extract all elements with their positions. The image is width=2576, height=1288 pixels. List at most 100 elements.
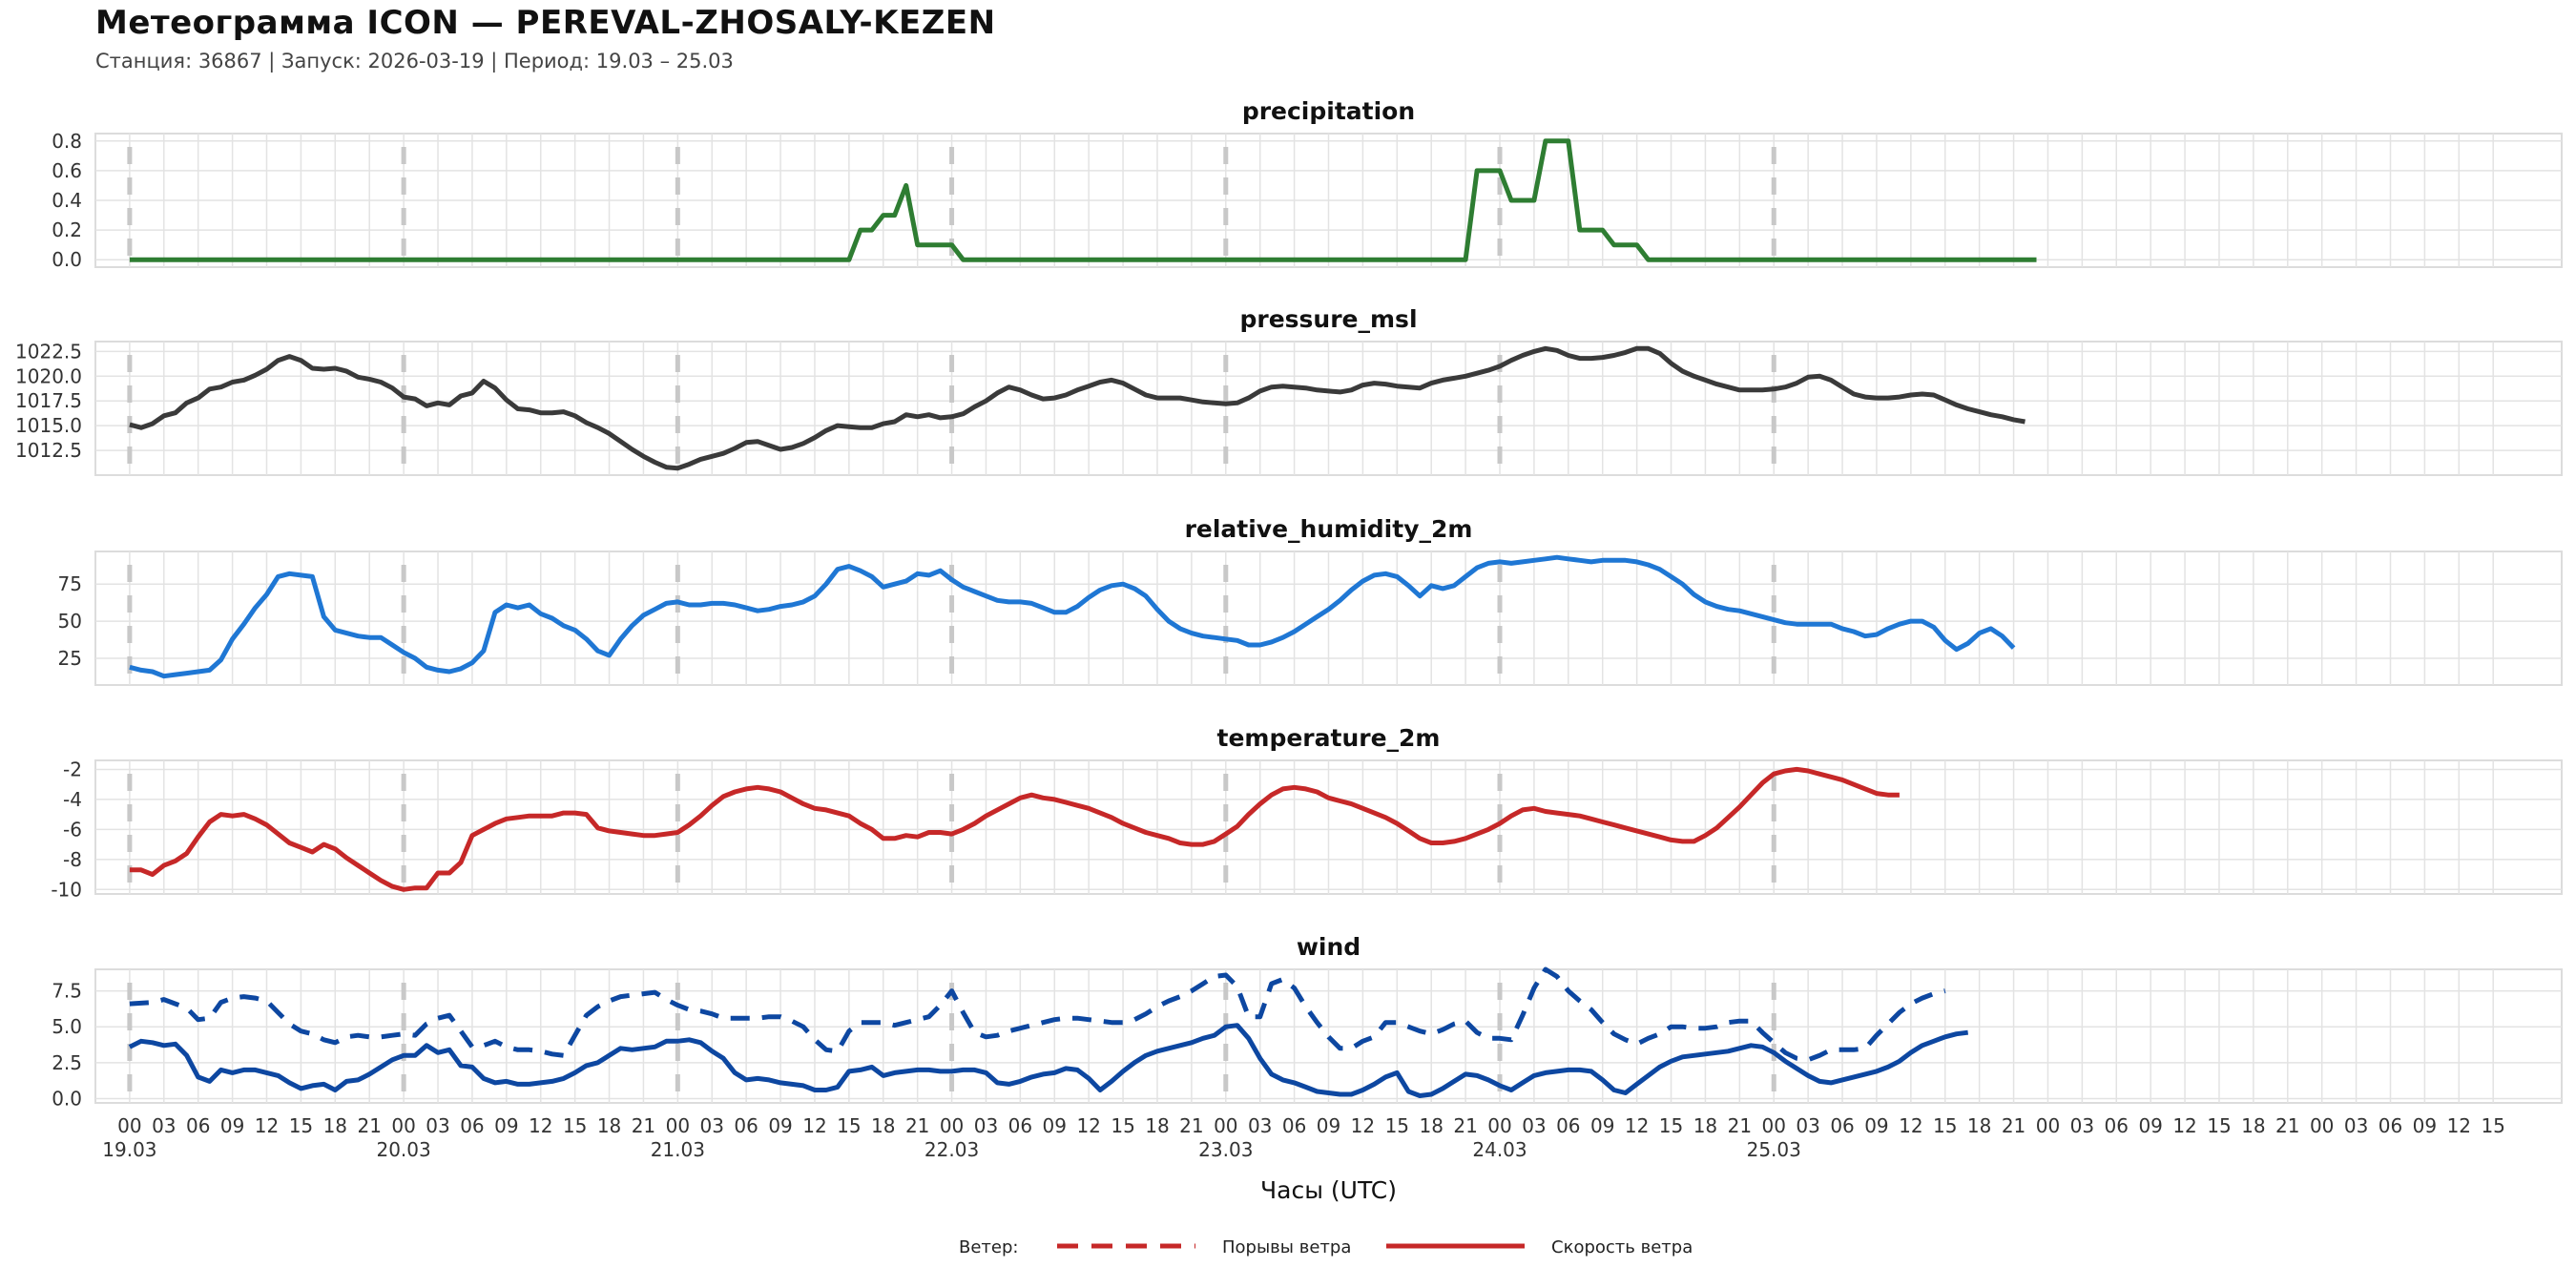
y-tick-label: 5.0: [52, 1015, 82, 1038]
y-tick-label: 1015.0: [15, 414, 82, 437]
series-line-wind-gusts: [129, 966, 1946, 1063]
x-tick-label: 21: [632, 1114, 655, 1137]
x-tick-label: 21: [1179, 1114, 1203, 1137]
series-line-temperature-2m: [129, 766, 1900, 892]
x-day-label: 19.03: [102, 1138, 156, 1161]
x-tick-label: 06: [2379, 1114, 2402, 1137]
series-line-pressure-msl: [129, 345, 2025, 471]
x-tick-label: 00: [117, 1114, 141, 1137]
x-tick-label: 00: [391, 1114, 415, 1137]
x-tick-label: 03: [700, 1114, 724, 1137]
x-tick-label: 18: [1145, 1114, 1169, 1137]
chart-subtitle: Станция: 36867 | Запуск: 2026-03-19 | Пе…: [95, 50, 734, 73]
series-line-precipitation: [129, 138, 2037, 262]
x-day-label: 23.03: [1198, 1138, 1253, 1161]
y-tick-label: 0.2: [52, 218, 82, 241]
x-tick-label: 21: [1728, 1114, 1752, 1137]
y-tick-label: -4: [63, 788, 82, 811]
x-tick-label: 18: [1693, 1114, 1717, 1137]
x-tick-label: 18: [1419, 1114, 1443, 1137]
x-tick-label: 12: [529, 1114, 552, 1137]
x-tick-label: 09: [1043, 1114, 1067, 1137]
x-day-label: 24.03: [1472, 1138, 1527, 1161]
x-tick-label: 00: [666, 1114, 690, 1137]
x-tick-label: 21: [1453, 1114, 1477, 1137]
x-tick-label: 03: [1248, 1114, 1272, 1137]
y-tick-label: 0.4: [52, 189, 82, 212]
panel-relative-humidity-2m: 25 50 75 relative_humidity_2m: [58, 515, 2563, 686]
x-tick-label: 00: [940, 1114, 964, 1137]
x-tick-label: 03: [1522, 1114, 1546, 1137]
y-tick-label: -8: [63, 848, 82, 871]
x-tick-label: 21: [905, 1114, 929, 1137]
x-tick-label: 12: [255, 1114, 279, 1137]
y-tick-label: 0.8: [52, 130, 82, 153]
x-tick-label: 00: [2036, 1114, 2060, 1137]
y-tick-label: 1017.5: [15, 389, 82, 412]
panel-temperature-2m: -10 -8 -6 -4 -2 temperature_2m: [51, 724, 2563, 901]
y-tick-label: 0.6: [52, 159, 82, 182]
x-tick-label: 12: [1351, 1114, 1375, 1137]
series-line-relative-humidity-2m: [129, 554, 2016, 679]
x-tick-label: 21: [2275, 1114, 2299, 1137]
x-tick-label: 03: [2070, 1114, 2094, 1137]
x-tick-label: 12: [2447, 1114, 2471, 1137]
x-day-label: 21.03: [651, 1138, 705, 1161]
legend: Ветер: Порывы ветра Скорость ветра: [959, 1237, 1693, 1257]
x-tick-label: 18: [597, 1114, 621, 1137]
legend-label: Порывы ветра: [1222, 1237, 1351, 1257]
x-tick-label: 09: [1864, 1114, 1888, 1137]
x-tick-label: 09: [1590, 1114, 1614, 1137]
x-tick-label: 03: [2344, 1114, 2368, 1137]
y-tick-label: 0.0: [52, 1087, 82, 1110]
x-tick-label: 06: [1008, 1114, 1032, 1137]
y-tick-label: -6: [63, 818, 82, 841]
legend-label: Скорость ветра: [1551, 1237, 1693, 1257]
x-tick-label: 03: [974, 1114, 998, 1137]
panel-wind: 0.0 2.5 5.0 7.5 wind: [52, 933, 2563, 1110]
panel-title: relative_humidity_2m: [1185, 515, 1473, 543]
x-tick-label: 12: [1625, 1114, 1649, 1137]
x-tick-label: 15: [1933, 1114, 1957, 1137]
x-tick-label: 12: [1899, 1114, 1922, 1137]
x-tick-label: 09: [2413, 1114, 2437, 1137]
x-tick-label: 00: [1214, 1114, 1237, 1137]
x-tick-label: 12: [1076, 1114, 1100, 1137]
y-tick-label: 75: [58, 572, 82, 595]
x-tick-label: 03: [1796, 1114, 1819, 1137]
x-day-label: 25.03: [1747, 1138, 1801, 1161]
y-tick-label: 1012.5: [15, 439, 82, 462]
panel-precipitation: 0.0 0.2 0.4 0.6 0.8 precipitation: [52, 97, 2563, 271]
y-tick-label: 50: [58, 610, 82, 633]
y-tick-label: 2.5: [52, 1051, 82, 1074]
x-tick-label: 03: [426, 1114, 449, 1137]
panel-title: precipitation: [1242, 97, 1415, 125]
panel-title: pressure_msl: [1239, 305, 1417, 333]
x-tick-label: 15: [563, 1114, 587, 1137]
y-tick-label: 0.0: [52, 248, 82, 271]
series-line-wind: [128, 1023, 1969, 1098]
x-tick-label: 06: [2105, 1114, 2129, 1137]
x-tick-label: 06: [186, 1114, 210, 1137]
x-tick-label: 15: [2481, 1114, 2504, 1137]
x-tick-label: 00: [2310, 1114, 2334, 1137]
x-tick-label: 06: [734, 1114, 758, 1137]
x-tick-label: 09: [494, 1114, 518, 1137]
x-day-label: 22.03: [924, 1138, 979, 1161]
y-tick-label: -10: [51, 878, 82, 901]
legend-title: Ветер:: [959, 1237, 1018, 1257]
x-tick-label: 15: [1659, 1114, 1683, 1137]
y-tick-label: 7.5: [52, 980, 82, 1003]
x-tick-label: 09: [2138, 1114, 2162, 1137]
y-tick-label: 1022.5: [15, 340, 82, 363]
x-tick-label: 06: [460, 1114, 484, 1137]
panel-title: wind: [1297, 933, 1361, 961]
x-tick-label: 12: [802, 1114, 826, 1137]
panel-title: temperature_2m: [1217, 724, 1441, 752]
x-tick-label: 18: [2241, 1114, 2265, 1137]
y-tick-label: 1020.0: [15, 364, 82, 387]
x-tick-label: 18: [871, 1114, 895, 1137]
x-tick-label: 00: [1487, 1114, 1511, 1137]
x-day-label: 20.03: [376, 1138, 430, 1161]
